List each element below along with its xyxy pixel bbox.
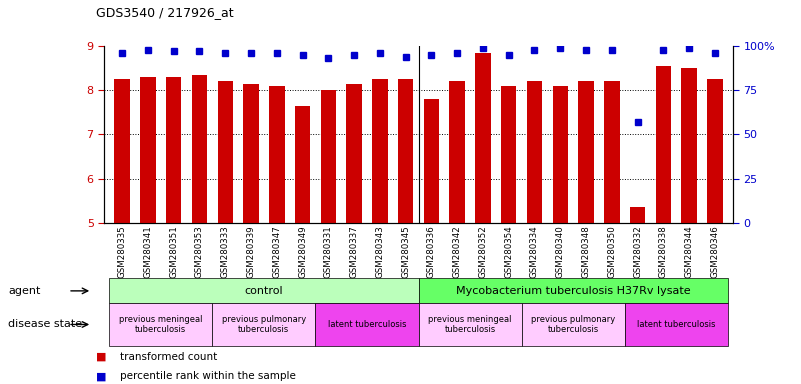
Bar: [140, 77, 155, 223]
Text: Mycobacterium tuberculosis H37Rv lysate: Mycobacterium tuberculosis H37Rv lysate: [456, 286, 690, 296]
Bar: [372, 79, 388, 223]
Bar: [398, 79, 413, 223]
Bar: [682, 68, 697, 223]
Text: transformed count: transformed count: [120, 352, 217, 362]
Bar: [527, 81, 542, 223]
Bar: [707, 79, 723, 223]
Bar: [346, 84, 362, 223]
Bar: [553, 86, 568, 223]
Text: ■: ■: [96, 371, 107, 381]
Bar: [424, 99, 439, 223]
Text: previous pulmonary
tuberculosis: previous pulmonary tuberculosis: [531, 315, 615, 334]
Bar: [166, 77, 182, 223]
Text: ■: ■: [96, 352, 107, 362]
Text: latent tuberculosis: latent tuberculosis: [637, 320, 715, 329]
Text: previous meningeal
tuberculosis: previous meningeal tuberculosis: [119, 315, 203, 334]
Bar: [244, 84, 259, 223]
Bar: [191, 75, 207, 223]
Text: GDS3540 / 217926_at: GDS3540 / 217926_at: [96, 6, 234, 19]
Text: previous pulmonary
tuberculosis: previous pulmonary tuberculosis: [222, 315, 306, 334]
Bar: [630, 207, 646, 223]
Text: percentile rank within the sample: percentile rank within the sample: [120, 371, 296, 381]
Bar: [449, 81, 465, 223]
Text: previous meningeal
tuberculosis: previous meningeal tuberculosis: [429, 315, 512, 334]
Bar: [604, 81, 619, 223]
Bar: [115, 79, 130, 223]
Bar: [475, 53, 491, 223]
Bar: [218, 81, 233, 223]
Text: agent: agent: [8, 286, 40, 296]
Bar: [655, 66, 671, 223]
Bar: [578, 81, 594, 223]
Bar: [501, 86, 517, 223]
Bar: [269, 86, 284, 223]
Text: control: control: [244, 286, 284, 296]
Bar: [320, 90, 336, 223]
Bar: [295, 106, 310, 223]
Text: disease state: disease state: [8, 319, 83, 329]
Text: latent tuberculosis: latent tuberculosis: [328, 320, 406, 329]
